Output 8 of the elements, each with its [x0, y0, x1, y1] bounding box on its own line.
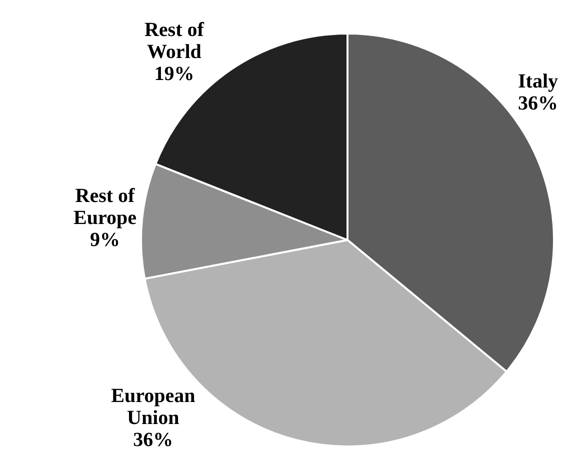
slice-label: European Union [111, 385, 196, 430]
slice-label: Italy [518, 70, 558, 93]
slice-label: Rest of World [144, 18, 204, 63]
data-label: 36% [518, 92, 558, 115]
slice-label: Rest of Europe [74, 184, 137, 229]
data-label: 36% [133, 429, 174, 452]
data-label: 19% [154, 62, 194, 85]
data-label: 9% [90, 228, 120, 251]
